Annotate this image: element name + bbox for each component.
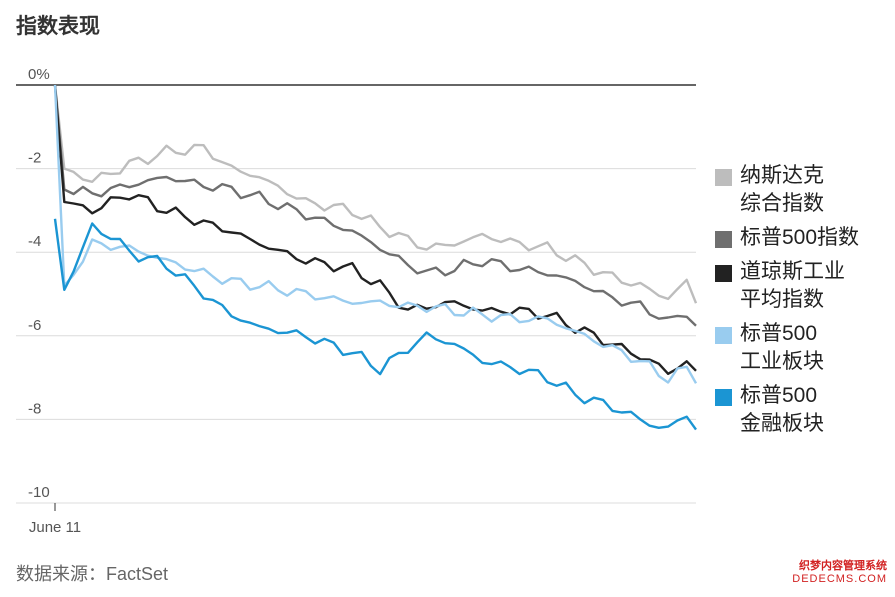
y-tick-label: -4	[28, 233, 41, 250]
y-axis-ticks: 0% -2 -4 -6 -8 -10	[28, 66, 50, 501]
gridlines	[16, 84, 696, 504]
watermark-line2: DEDECMS.COM	[792, 573, 887, 585]
series-line	[53, 84, 697, 375]
legend-item: 纳斯达克 综合指数	[715, 162, 893, 218]
chart-title: 指数表现	[16, 15, 100, 38]
legend-swatch	[715, 169, 732, 186]
legend-swatch	[715, 265, 732, 282]
y-tick-label: -8	[28, 400, 41, 417]
watermark-line1: 织梦内容管理系统	[799, 560, 887, 572]
legend-swatch	[715, 389, 732, 406]
legend-item: 标普500 金融板块	[715, 382, 893, 438]
y-tick-label: 0%	[28, 66, 50, 83]
series-line	[53, 84, 698, 384]
legend-item: 标普500 工业板块	[715, 320, 893, 376]
x-axis: June 11	[29, 503, 81, 536]
legend-label: 纳斯达克 综合指数	[740, 164, 824, 215]
y-tick-label: -6	[28, 317, 41, 334]
legend-swatch	[715, 327, 732, 344]
series-line	[53, 84, 698, 304]
series-line	[53, 218, 697, 431]
legend-label: 标普500 工业板块	[740, 322, 824, 373]
y-tick-label: -10	[28, 484, 50, 501]
legend-label: 道琼斯工业 平均指数	[740, 260, 845, 311]
legend-label: 标普500 金融板块	[740, 384, 824, 435]
legend-item: 标普500指数	[715, 224, 893, 252]
series-line	[53, 84, 697, 327]
legend-item: 道琼斯工业 平均指数	[715, 258, 893, 314]
x-tick-label: June 11	[29, 519, 81, 536]
legend-swatch	[715, 231, 732, 248]
y-tick-label: -2	[28, 150, 41, 167]
watermark-logo: 织梦内容管理系统 DEDECMS.COM	[777, 560, 887, 586]
series-lines	[53, 84, 698, 431]
legend-label: 标普500指数	[740, 226, 860, 249]
legend: 纳斯达克 综合指数标普500指数道琼斯工业 平均指数 标普500 工业板块 标普50…	[715, 162, 893, 444]
source-note: 数据来源：FactSet	[16, 564, 169, 584]
